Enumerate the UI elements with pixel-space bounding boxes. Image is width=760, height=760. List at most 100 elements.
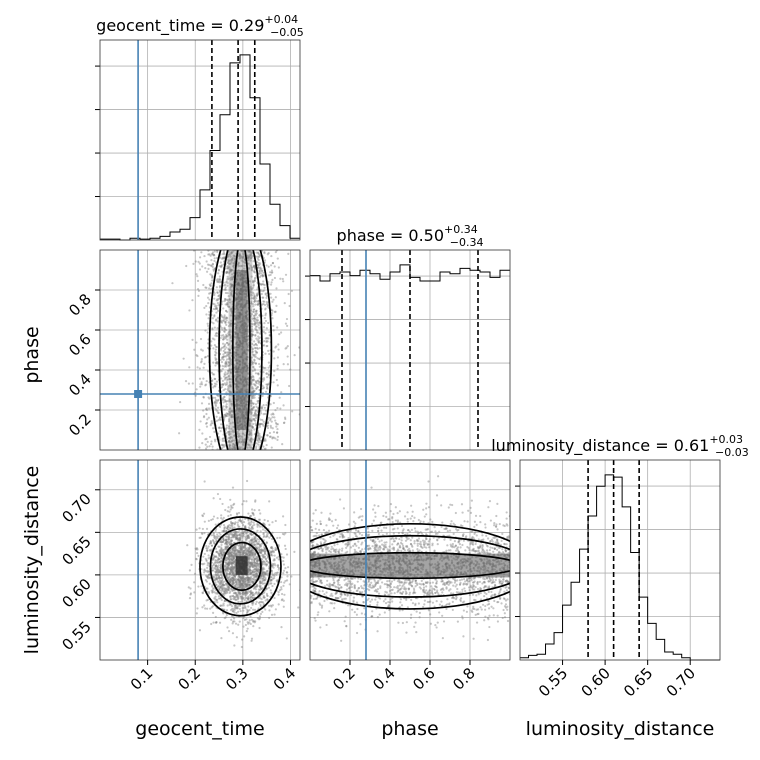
scatter-point (196, 287, 200, 291)
scatter-point (248, 433, 251, 436)
scatter-point (217, 595, 221, 598)
scatter-point (234, 598, 237, 601)
hist-panel-phase (305, 249, 511, 451)
scatter-point (243, 443, 246, 447)
scatter-point (243, 340, 247, 343)
scatter-point (252, 376, 255, 379)
scatter-point (242, 289, 245, 292)
scatter-point (200, 348, 203, 351)
scatter-point (229, 262, 232, 265)
scatter-point (240, 283, 243, 286)
scatter-point (266, 376, 269, 379)
scatter-point (235, 351, 238, 354)
scatter-point (237, 294, 240, 297)
scatter-point (213, 297, 216, 300)
scatter-point (255, 312, 258, 315)
scatter-point (217, 564, 220, 567)
scatter-point (252, 297, 255, 300)
scatter-point (239, 517, 242, 521)
scatter-point (230, 309, 233, 313)
scatter-point (251, 425, 254, 429)
scatter-point (254, 353, 257, 356)
scatter-point (229, 551, 232, 554)
scatter-point (276, 364, 279, 367)
hist-panel-luminosity_distance (515, 459, 721, 661)
scatter-point (211, 275, 214, 278)
scatter-point (171, 282, 174, 285)
scatter-point (241, 353, 244, 357)
scatter-point (244, 517, 247, 520)
scatter-point (235, 362, 238, 365)
scatter-point (230, 539, 233, 543)
scatter-point (248, 554, 251, 557)
scatter-point (243, 337, 246, 340)
scatter-point (239, 416, 242, 419)
scatter-point (255, 297, 258, 300)
scatter-point (245, 593, 248, 596)
scatter-point (194, 260, 197, 263)
scatter-point (237, 318, 240, 321)
scatter-point (248, 267, 251, 270)
scatter-point (245, 353, 248, 356)
scatter-point (291, 410, 294, 413)
scatter-point (222, 355, 225, 358)
scatter-point (230, 259, 233, 262)
scatter-point (217, 426, 221, 429)
scatter-point (214, 407, 217, 410)
scatter-point (268, 500, 271, 503)
scatter-point (258, 580, 262, 584)
scatter-point (239, 543, 242, 546)
scatter-point (218, 426, 221, 430)
scatter-point (236, 598, 239, 601)
scatter-point (216, 565, 219, 568)
scatter-point (242, 415, 246, 418)
scatter-point (231, 257, 234, 261)
scatter-point (251, 396, 254, 399)
scatter-point (258, 425, 262, 428)
scatter-point (218, 286, 222, 289)
scatter-point (233, 322, 236, 325)
scatter-point (242, 250, 245, 253)
scatter-point (246, 388, 249, 391)
scatter-point (248, 422, 251, 426)
scatter-point (234, 358, 238, 361)
scatter-point (238, 340, 242, 344)
scatter-point (225, 319, 228, 322)
scatter-point (243, 363, 246, 366)
scatter-point (255, 387, 258, 390)
scatter-point (246, 257, 249, 260)
scatter-point (247, 258, 250, 262)
scatter-point (232, 425, 235, 429)
scatter-point (234, 333, 237, 336)
scatter-point (236, 550, 239, 553)
scatter-point (251, 391, 254, 394)
scatter-point (241, 264, 244, 267)
scatter-point (239, 581, 242, 584)
scatter-point (219, 280, 222, 284)
scatter-point (241, 285, 244, 288)
scatter-point (270, 579, 273, 582)
scatter-point (236, 412, 239, 415)
panel-frame (99, 249, 301, 451)
scatter-point (254, 384, 257, 387)
scatter-point (221, 315, 224, 318)
scatter-point (253, 340, 256, 343)
scatter-point (255, 413, 258, 416)
scatter-point (246, 349, 250, 352)
scatter-point (244, 543, 247, 547)
scatter-point (240, 441, 243, 444)
scatter-point (263, 546, 266, 549)
scatter-point (226, 335, 229, 338)
scatter-point (211, 379, 214, 382)
scatter-point (251, 378, 254, 382)
scatter-point (266, 387, 269, 390)
scatter-point (244, 338, 248, 341)
scatter-point (250, 360, 253, 363)
scatter-point (238, 252, 241, 255)
scatter-point (210, 534, 213, 537)
scatter-point (247, 250, 250, 253)
scatter-point (258, 540, 261, 543)
scatter-point (239, 396, 242, 399)
scatter-point (234, 332, 237, 335)
scatter-point (256, 434, 259, 437)
